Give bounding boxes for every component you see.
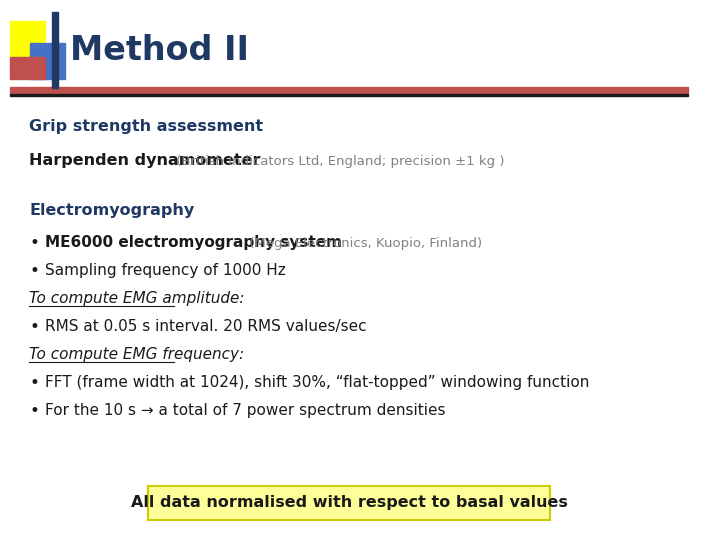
Text: To compute EMG frequency:: To compute EMG frequency: — [29, 348, 244, 362]
Text: •: • — [29, 234, 39, 252]
Text: (Mega Electronics, Kuopio, Finland): (Mega Electronics, Kuopio, Finland) — [246, 237, 482, 249]
Bar — [30, 43, 65, 79]
Text: All data normalised with respect to basal values: All data normalised with respect to basa… — [130, 496, 567, 510]
Text: •: • — [29, 402, 39, 420]
Bar — [9, 93, 688, 96]
Bar — [9, 21, 45, 57]
FancyBboxPatch shape — [148, 486, 549, 520]
Text: ME6000 electromyography system: ME6000 electromyography system — [45, 235, 341, 251]
Text: •: • — [29, 318, 39, 336]
Text: FFT (frame width at 1024), shift 30%, “flat-topped” windowing function: FFT (frame width at 1024), shift 30%, “f… — [45, 375, 589, 390]
Bar — [53, 12, 58, 88]
Bar — [9, 57, 45, 79]
Bar — [9, 87, 688, 93]
Text: Harpenden dynamometer: Harpenden dynamometer — [29, 153, 261, 168]
Text: For the 10 s → a total of 7 power spectrum densities: For the 10 s → a total of 7 power spectr… — [45, 403, 445, 418]
Text: Sampling frequency of 1000 Hz: Sampling frequency of 1000 Hz — [45, 264, 285, 279]
Text: (British Indicators Ltd, England; precision ±1 kg ): (British Indicators Ltd, England; precis… — [171, 154, 504, 167]
Text: Method II: Method II — [70, 33, 249, 66]
Text: •: • — [29, 374, 39, 392]
Text: Electromyography: Electromyography — [29, 204, 194, 219]
Text: •: • — [29, 262, 39, 280]
Text: RMS at 0.05 s interval. 20 RMS values/sec: RMS at 0.05 s interval. 20 RMS values/se… — [45, 320, 366, 334]
Text: Grip strength assessment: Grip strength assessment — [29, 119, 264, 134]
Text: To compute EMG amplitude:: To compute EMG amplitude: — [29, 292, 245, 307]
